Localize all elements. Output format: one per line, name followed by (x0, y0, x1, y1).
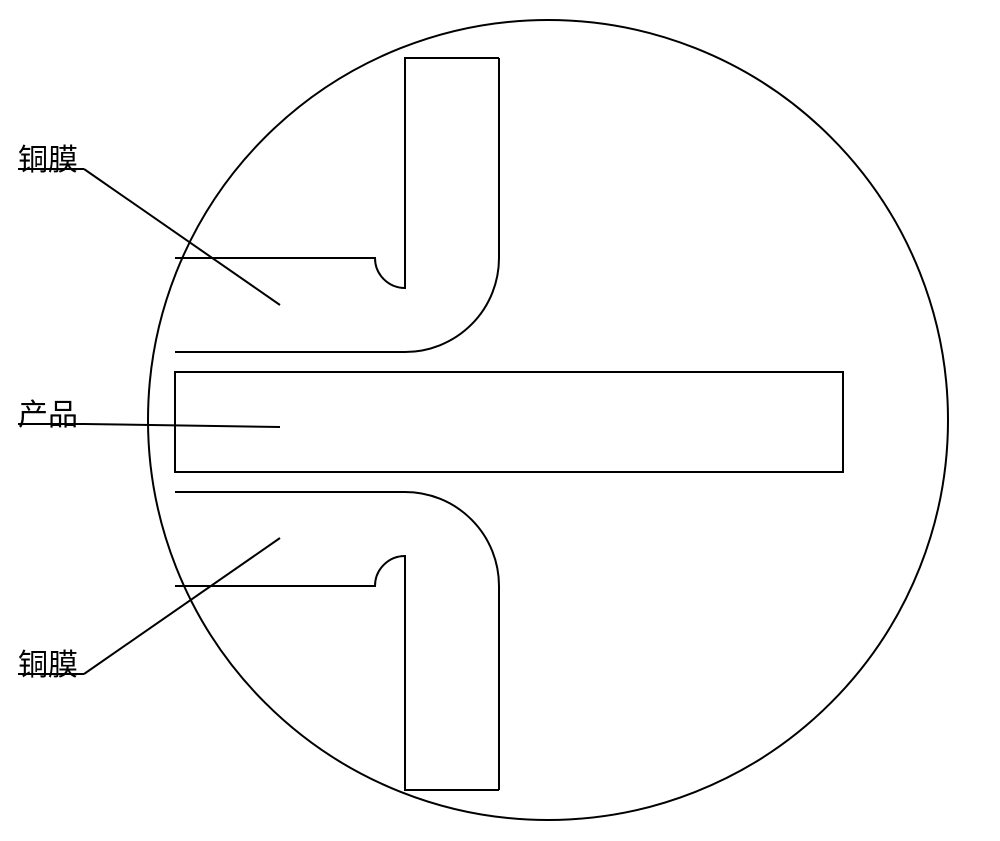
diagram-svg (0, 0, 1000, 841)
label-product: 产品 (18, 390, 78, 434)
copper-bottom (175, 492, 499, 790)
label-copper-bottom: 铜膜 (18, 640, 78, 684)
bottom-leader (84, 538, 280, 674)
label-copper-top: 铜膜 (18, 135, 78, 179)
copper-top (175, 58, 499, 352)
outer-circle (148, 20, 948, 820)
product-rect (175, 372, 843, 472)
top-leader (84, 169, 280, 305)
middle-leader (84, 424, 280, 427)
diagram-root: 铜膜 产品 铜膜 (0, 0, 1000, 841)
